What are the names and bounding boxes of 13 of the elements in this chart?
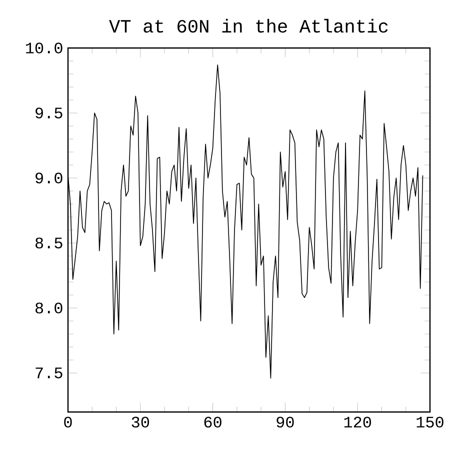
y-tick-label: 7.5 (36, 368, 62, 378)
x-tick-label: 0 (64, 416, 72, 428)
y-tick-label: 10.0 (26, 42, 62, 54)
x-tick-label: 120 (344, 416, 371, 428)
y-tick-label: 8.5 (36, 238, 62, 248)
x-tick-label: 90 (276, 416, 294, 428)
y-tick-label: 9.0 (36, 172, 62, 184)
y-tick-label: 9.5 (36, 108, 62, 118)
x-tick-label: 60 (204, 416, 222, 428)
chart-title: VT at 60N in the Atlantic (109, 18, 388, 33)
x-tick-label: 30 (132, 416, 150, 428)
y-tick-label: 8.0 (36, 302, 62, 314)
x-tick-label: 150 (416, 416, 444, 428)
